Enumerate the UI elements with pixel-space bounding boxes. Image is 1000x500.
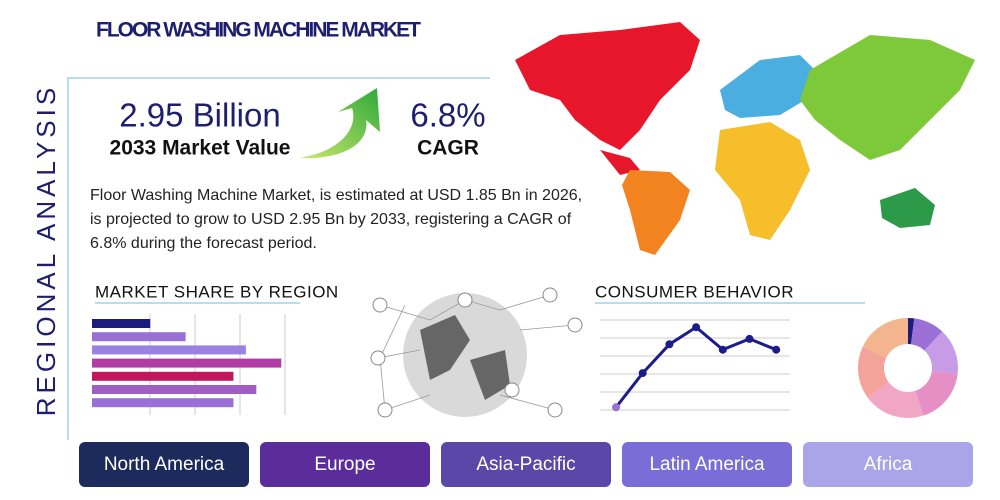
- side-label: REGIONAL ANALYSIS: [31, 84, 61, 416]
- section-title: CONSUMER BEHAVIOR: [595, 282, 794, 301]
- donut-slice: [911, 318, 943, 351]
- stat-value: 2.95 Billion: [119, 97, 280, 134]
- region-button[interactable]: Africa: [803, 442, 973, 487]
- point: [612, 403, 620, 412]
- stat-value: 6.8%: [410, 97, 485, 134]
- point: [692, 323, 701, 332]
- donut-slice: [908, 318, 915, 345]
- bar: [92, 358, 282, 368]
- title: FLOOR WASHING MACHINE MARKET: [96, 19, 421, 42]
- world-map: [515, 22, 975, 255]
- frame: [67, 77, 490, 440]
- bar: [92, 371, 234, 381]
- donut-slice: [915, 371, 958, 416]
- stat-label: CAGR: [417, 137, 479, 160]
- donut-slice: [924, 331, 958, 375]
- region-button[interactable]: Latin America: [622, 442, 792, 487]
- description: Floor Washing Machine Market, is estimat…: [90, 187, 583, 252]
- donut-slice: [867, 382, 924, 418]
- bar: [92, 332, 186, 342]
- region-button[interactable]: Europe: [260, 442, 430, 487]
- region-button[interactable]: North America: [79, 442, 249, 487]
- donut-slice: [862, 317, 908, 358]
- donut-slice: [858, 346, 889, 398]
- globe: [370, 287, 583, 418]
- stat-label: 2033 Market Value: [110, 137, 291, 160]
- bar: [92, 385, 257, 394]
- bar: [92, 319, 151, 328]
- point: [745, 334, 754, 343]
- bar: [92, 345, 246, 355]
- growth-arrow: [300, 88, 380, 159]
- point: [665, 340, 674, 349]
- section-title: MARKET SHARE BY REGION: [95, 282, 339, 301]
- point: [718, 345, 727, 354]
- point: [638, 369, 647, 378]
- region-button[interactable]: Asia-Pacific: [441, 442, 611, 487]
- point: [772, 345, 781, 354]
- bar: [92, 398, 234, 408]
